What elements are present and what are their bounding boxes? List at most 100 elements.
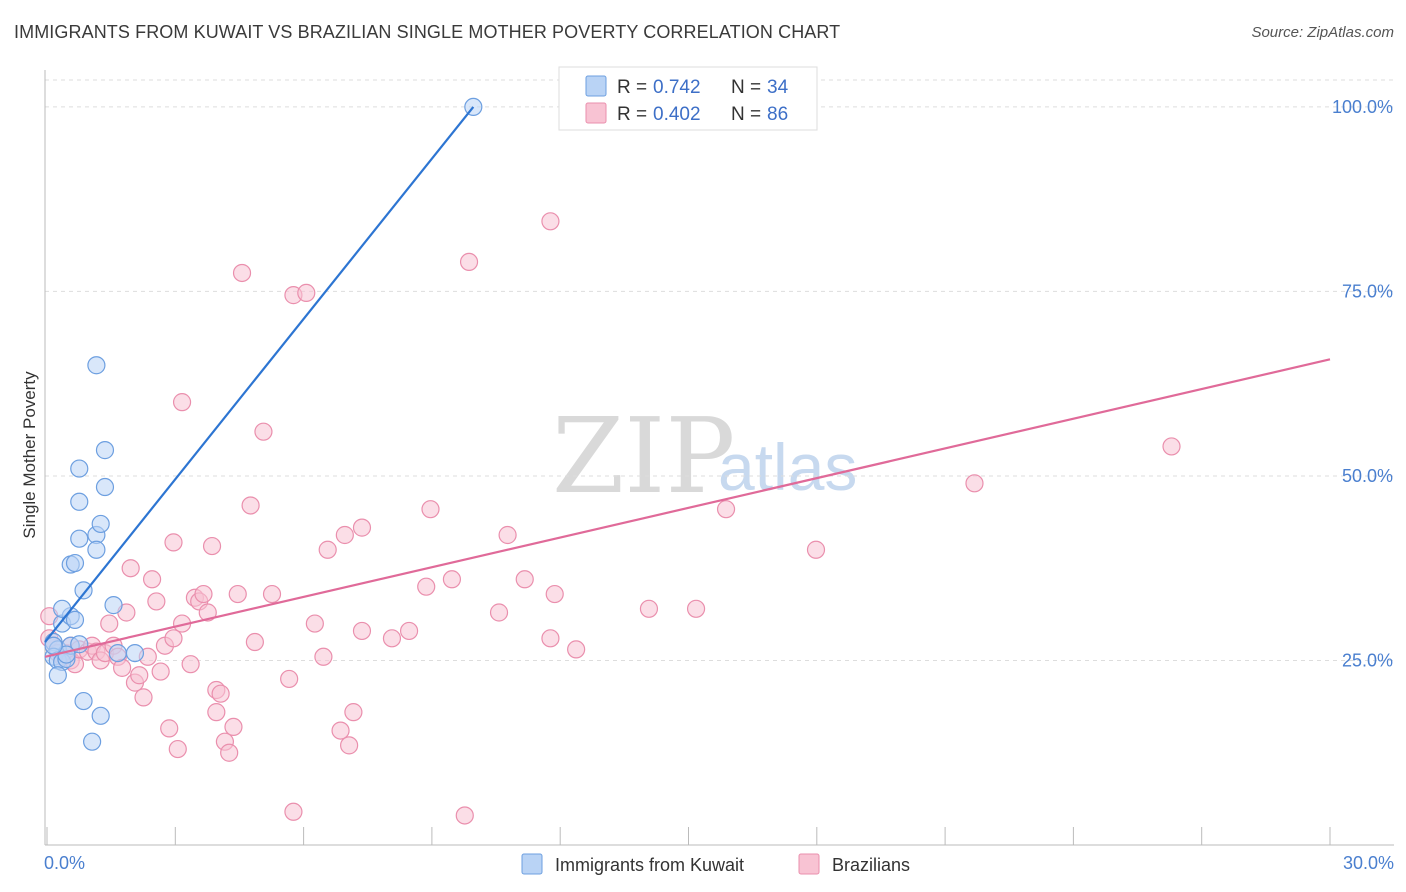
point-brazilians-29	[164, 533, 183, 552]
trendlines	[44, 106, 1331, 658]
series-legend: Immigrants from Kuwait Brazilians	[521, 853, 910, 875]
point-brazilians-15	[100, 614, 119, 633]
point-kuwait-19	[70, 459, 89, 478]
gridlines	[45, 79, 1394, 661]
point-brazilians-52	[262, 584, 282, 604]
point-brazilians-35	[181, 655, 200, 674]
point-brazilians-78	[567, 640, 586, 659]
point-brazilians-73	[489, 603, 509, 622]
point-kuwait-10	[65, 610, 85, 629]
point-brazilians-42	[207, 703, 226, 722]
point-kuwait-23	[95, 477, 115, 497]
point-brazilians-60	[331, 721, 350, 740]
point-brazilians-62	[335, 525, 354, 545]
trendline-brazilians	[44, 358, 1331, 658]
point-brazilians-72	[459, 252, 479, 272]
legend-swatch-brazilians	[585, 102, 607, 124]
point-brazilians-75	[515, 570, 534, 589]
point-brazilians-58	[314, 647, 333, 666]
legend-n-value-kuwait: 34	[767, 77, 789, 98]
y-tick-label-2: 75.0%	[1342, 281, 1393, 301]
watermark-zip: ZIP	[552, 395, 735, 517]
point-brazilians-61	[340, 736, 359, 755]
point-brazilians-74	[498, 525, 517, 545]
y-tick-labels: 25.0% 50.0% 75.0% 100.0%	[1332, 97, 1393, 671]
point-kuwait-24	[95, 441, 115, 460]
point-kuwait-27	[108, 643, 127, 663]
point-brazilians-43	[211, 684, 230, 703]
bottom-legend-swatch-brazilians	[798, 853, 820, 875]
point-brazilians-34	[172, 393, 192, 412]
point-kuwait-31	[83, 732, 102, 751]
point-brazilians-25	[142, 570, 162, 589]
point-brazilians-30	[160, 719, 179, 738]
point-brazilians-77	[545, 584, 564, 604]
point-kuwait-26	[104, 596, 123, 615]
point-brazilians-67	[399, 621, 419, 641]
point-brazilians-48	[232, 263, 252, 283]
point-brazilians-22	[130, 666, 149, 685]
point-brazilians-69	[421, 500, 440, 519]
y-axis-label: Single Mother Poverty	[20, 371, 39, 539]
chart-title: IMMIGRANTS FROM KUWAIT VS BRAZILIAN SING…	[14, 22, 841, 42]
point-brazilians-32	[168, 739, 187, 759]
point-brazilians-49	[241, 496, 260, 515]
point-brazilians-82	[716, 500, 736, 519]
source-label: Source: ZipAtlas.com	[1251, 24, 1394, 41]
point-brazilians-26	[147, 592, 166, 611]
point-brazilians-64	[352, 518, 372, 537]
series-brazilians	[40, 212, 1181, 825]
x-tick-label-1: 30.0%	[1343, 853, 1394, 873]
point-brazilians-31	[164, 629, 183, 648]
bottom-legend-label-brazilians: Brazilians	[832, 855, 910, 875]
watermark: ZIP atlas	[552, 395, 857, 517]
y-tick-label-1: 50.0%	[1342, 466, 1393, 486]
point-brazilians-59	[318, 540, 337, 559]
point-brazilians-20	[121, 559, 140, 578]
point-kuwait-21	[91, 514, 110, 534]
point-kuwait-17	[70, 529, 89, 548]
axes	[44, 70, 1394, 846]
x-tick-label-0: 0.0%	[44, 853, 85, 873]
point-kuwait-30	[91, 706, 110, 725]
legend-r-label-brazilians: R =	[617, 104, 647, 125]
x-tick-labels: 0.0% 30.0%	[44, 853, 1394, 873]
point-brazilians-23	[134, 688, 153, 707]
legend-r-label-kuwait: R =	[617, 77, 647, 98]
point-brazilians-85	[1162, 437, 1181, 456]
point-kuwait-6	[48, 666, 67, 685]
point-brazilians-40	[202, 536, 222, 556]
trendline-kuwait	[44, 106, 475, 643]
bottom-legend-label-kuwait: Immigrants from Kuwait	[555, 855, 744, 875]
point-brazilians-63	[344, 703, 363, 722]
series-kuwait	[44, 97, 483, 751]
point-brazilians-70	[442, 570, 462, 589]
point-brazilians-79	[541, 212, 560, 231]
point-brazilians-83	[806, 540, 826, 559]
point-brazilians-51	[254, 422, 273, 441]
point-kuwait-29	[74, 691, 93, 711]
point-brazilians-38	[194, 584, 213, 604]
watermark-atlas: atlas	[718, 430, 857, 504]
legend-n-value-brazilians: 86	[767, 104, 788, 125]
legend-swatch-kuwait	[585, 75, 607, 97]
y-tick-label-3: 100.0%	[1332, 97, 1393, 117]
point-brazilians-76	[541, 629, 560, 648]
point-brazilians-66	[382, 629, 402, 648]
point-brazilians-81	[686, 599, 706, 618]
legend-n-label-kuwait: N =	[731, 77, 761, 98]
point-brazilians-46	[224, 717, 243, 737]
point-kuwait-18	[70, 492, 89, 511]
point-brazilians-80	[639, 599, 659, 618]
point-brazilians-53	[280, 669, 299, 689]
legend-n-label-brazilians: N =	[731, 104, 761, 125]
bottom-legend-swatch-kuwait	[521, 853, 543, 875]
legend-r-value-brazilians: 0.402	[653, 104, 701, 125]
legend-r-value-kuwait: 0.742	[653, 77, 701, 98]
point-brazilians-50	[245, 632, 264, 652]
point-brazilians-56	[297, 283, 316, 303]
y-tick-label-0: 25.0%	[1342, 650, 1393, 670]
point-brazilians-68	[417, 577, 436, 596]
point-kuwait-28	[125, 643, 145, 663]
